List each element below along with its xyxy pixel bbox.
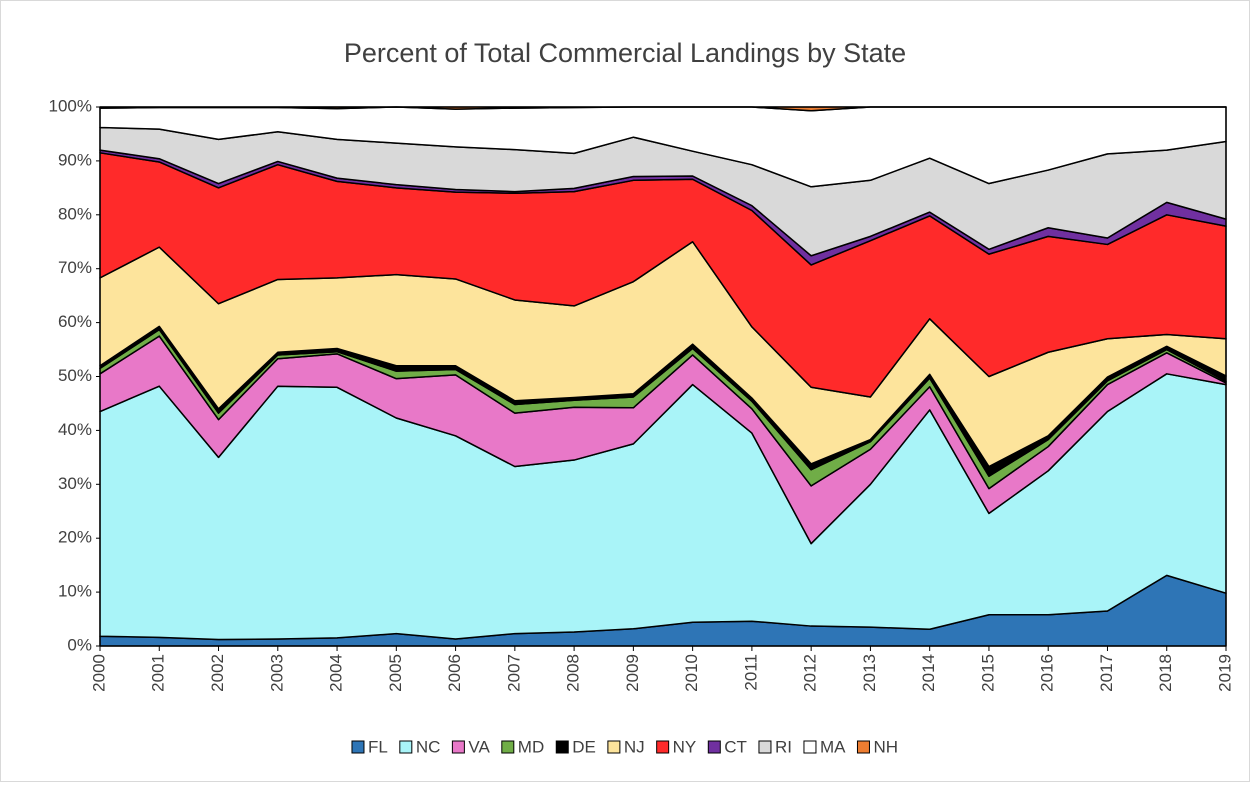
x-tick-label: 2002 [208, 654, 227, 692]
x-tick-label: 2012 [801, 654, 820, 692]
x-tick-label: 2009 [623, 654, 642, 692]
legend-label: NH [873, 737, 898, 756]
legend-label: RI [775, 737, 792, 756]
x-tick-label: 2001 [149, 654, 168, 692]
x-tick-label: 2014 [919, 654, 938, 692]
legend-label: CT [724, 737, 747, 756]
x-tick-label: 2006 [445, 654, 464, 692]
legend-label: FL [368, 737, 388, 756]
y-tick-label: 80% [58, 204, 92, 223]
legend-swatch [707, 740, 721, 754]
legend-swatch [501, 740, 515, 754]
y-tick-label: 20% [58, 528, 92, 547]
x-tick-label: 2010 [682, 654, 701, 692]
x-tick-label: 2007 [504, 654, 523, 692]
legend-swatch [555, 740, 569, 754]
y-tick-label: 30% [58, 474, 92, 493]
legend-label: NY [673, 737, 697, 756]
legend-label: MA [820, 737, 846, 756]
legend: FL NC VA MD DE NJ NY CT RI MA NH [351, 737, 898, 756]
y-tick-label: 70% [58, 258, 92, 277]
legend-label: DE [572, 737, 596, 756]
legend-swatch [656, 740, 670, 754]
y-tick-label: 10% [58, 582, 92, 601]
legend-swatch [856, 740, 870, 754]
y-tick-label: 50% [58, 366, 92, 385]
legend-swatch [351, 740, 365, 754]
x-tick-label: 2000 [89, 654, 108, 692]
x-tick-label: 2011 [741, 654, 760, 691]
legend-label: NJ [624, 737, 645, 756]
legend-swatch [451, 740, 465, 754]
x-tick-label: 2019 [1215, 654, 1234, 692]
x-tick-label: 2008 [564, 654, 583, 692]
x-tick-label: 2003 [267, 654, 286, 692]
legend-swatch [758, 740, 772, 754]
x-tick-label: 2018 [1156, 654, 1175, 692]
chart-title: Percent of Total Commercial Landings by … [344, 38, 906, 68]
legend-swatch [607, 740, 621, 754]
x-tick-label: 2005 [386, 654, 405, 692]
y-tick-label: 40% [58, 420, 92, 439]
x-tick-label: 2013 [860, 654, 879, 692]
x-tick-label: 2017 [1097, 654, 1116, 692]
legend-label: MD [518, 737, 544, 756]
y-tick-label: 60% [58, 312, 92, 331]
legend-swatch [399, 740, 413, 754]
legend-swatch [803, 740, 817, 754]
legend-label: VA [468, 737, 490, 756]
x-tick-label: 2016 [1038, 654, 1057, 692]
y-tick-label: 90% [58, 150, 92, 169]
x-tick-label: 2004 [327, 654, 346, 692]
y-tick-label: 100% [49, 96, 92, 115]
legend-label: NC [416, 737, 441, 756]
x-tick-label: 2015 [978, 654, 997, 692]
y-tick-label: 0% [67, 635, 92, 654]
